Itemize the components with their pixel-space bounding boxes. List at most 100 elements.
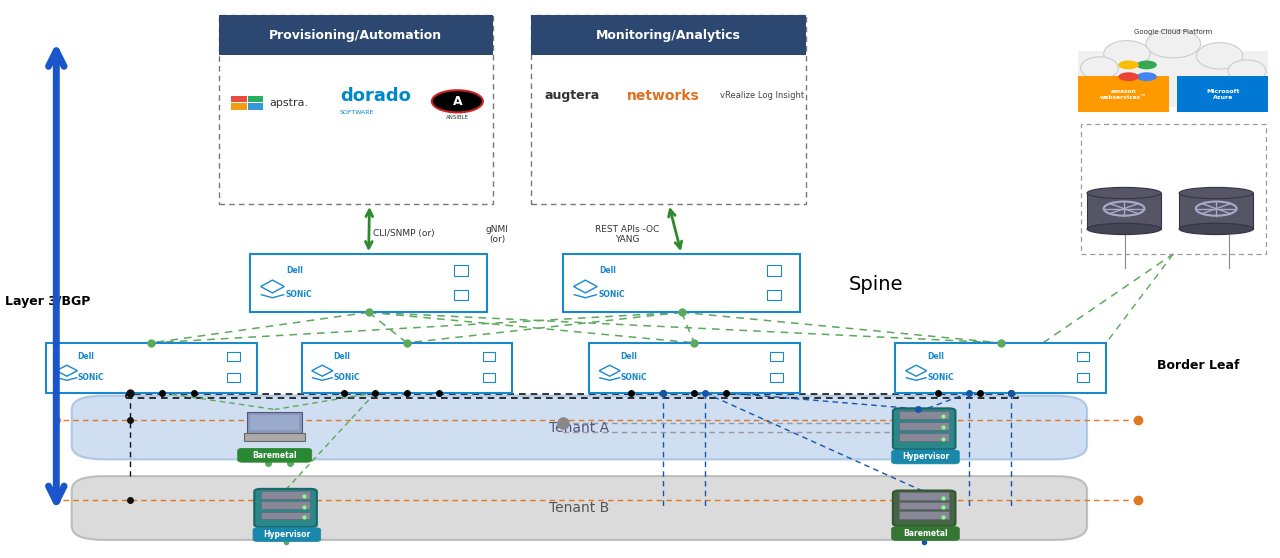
Bar	[248, 103, 264, 110]
Bar	[261, 491, 311, 499]
Bar	[127, 394, 1018, 398]
Bar	[250, 415, 300, 430]
Bar	[261, 512, 311, 519]
Ellipse shape	[1080, 57, 1119, 79]
Text: augtera: augtera	[544, 89, 599, 102]
Text: Dell: Dell	[333, 352, 349, 362]
Text: Provisioning/Automation: Provisioning/Automation	[269, 29, 443, 42]
Circle shape	[1119, 73, 1139, 81]
Circle shape	[1119, 60, 1139, 69]
Bar	[767, 290, 781, 300]
Text: dorado: dorado	[340, 87, 411, 105]
Bar	[531, 15, 806, 204]
FancyBboxPatch shape	[72, 396, 1087, 459]
Bar	[900, 492, 948, 499]
Bar	[232, 103, 247, 110]
FancyBboxPatch shape	[253, 528, 321, 542]
Text: Tenant B: Tenant B	[549, 501, 609, 515]
Bar	[1076, 352, 1089, 362]
FancyBboxPatch shape	[892, 450, 959, 464]
Text: SONiC: SONiC	[927, 373, 954, 382]
Bar	[589, 343, 800, 393]
Circle shape	[1137, 73, 1157, 81]
FancyBboxPatch shape	[72, 476, 1087, 540]
Text: Baremetal: Baremetal	[904, 529, 947, 538]
Bar	[1080, 123, 1266, 254]
Bar	[1087, 193, 1161, 229]
Text: Microsoft
Azure: Microsoft Azure	[1206, 89, 1239, 99]
Bar	[1078, 76, 1169, 112]
Text: ANSIBLE: ANSIBLE	[445, 116, 468, 121]
Bar	[46, 343, 257, 393]
Circle shape	[1137, 60, 1157, 69]
Text: SONiC: SONiC	[285, 290, 312, 299]
Bar	[900, 422, 948, 430]
Text: Dell: Dell	[285, 266, 303, 275]
Text: Google Cloud Platform: Google Cloud Platform	[1134, 29, 1212, 35]
Text: Monitoring/Analytics: Monitoring/Analytics	[596, 29, 741, 42]
Bar	[563, 254, 800, 312]
Bar	[247, 412, 302, 433]
Text: apstra.: apstra.	[270, 98, 308, 108]
Bar	[453, 290, 467, 300]
Text: REST APIs -OC
YANG: REST APIs -OC YANG	[595, 225, 659, 244]
Bar	[531, 15, 806, 55]
FancyBboxPatch shape	[238, 448, 312, 462]
Text: Tenant A: Tenant A	[549, 421, 609, 435]
Text: gNMI
(or): gNMI (or)	[485, 225, 508, 244]
Bar	[261, 501, 311, 509]
Text: Dell: Dell	[927, 352, 943, 362]
Ellipse shape	[1087, 187, 1161, 199]
Text: SOFTWARE: SOFTWARE	[340, 110, 374, 115]
FancyBboxPatch shape	[255, 489, 317, 527]
Bar	[232, 95, 247, 102]
FancyBboxPatch shape	[892, 527, 959, 541]
Bar	[483, 373, 495, 382]
FancyBboxPatch shape	[893, 490, 955, 526]
Bar	[896, 343, 1106, 393]
Circle shape	[431, 90, 483, 112]
Bar	[767, 265, 781, 276]
Text: Baremetal: Baremetal	[252, 451, 297, 460]
Bar	[251, 254, 486, 312]
Bar	[219, 15, 493, 204]
Ellipse shape	[1087, 223, 1161, 234]
Text: SONiC: SONiC	[621, 373, 648, 382]
Ellipse shape	[1228, 60, 1266, 82]
Ellipse shape	[1179, 223, 1253, 234]
Text: CLI/SNMP (or): CLI/SNMP (or)	[372, 229, 434, 238]
Bar	[453, 265, 467, 276]
Bar	[219, 15, 493, 55]
Bar	[1079, 51, 1268, 107]
Text: vRealize Log Insight: vRealize Log Insight	[721, 92, 805, 100]
Text: Hypervisor: Hypervisor	[264, 530, 311, 539]
Bar	[771, 352, 783, 362]
FancyBboxPatch shape	[893, 408, 955, 449]
Bar	[1178, 76, 1268, 112]
Bar	[900, 502, 948, 509]
Text: Layer 3/BGP: Layer 3/BGP	[5, 295, 91, 307]
Bar	[900, 511, 948, 518]
Text: SONiC: SONiC	[599, 290, 626, 299]
Bar	[228, 352, 239, 362]
Text: networks: networks	[627, 89, 700, 103]
Text: SONiC: SONiC	[333, 373, 360, 382]
Bar	[483, 352, 495, 362]
Text: Dell: Dell	[621, 352, 637, 362]
Ellipse shape	[1197, 42, 1243, 69]
Bar	[248, 95, 264, 102]
Bar	[302, 343, 512, 393]
Bar	[244, 432, 306, 441]
Text: Dell: Dell	[78, 352, 95, 362]
Text: Dell: Dell	[599, 266, 616, 275]
Bar	[900, 433, 948, 441]
Bar	[1076, 373, 1089, 382]
Bar	[228, 373, 239, 382]
Bar	[900, 411, 948, 419]
Text: amazon
webservices™: amazon webservices™	[1100, 89, 1147, 99]
Text: Spine: Spine	[849, 275, 904, 294]
Text: Border Leaf: Border Leaf	[1157, 359, 1240, 372]
Ellipse shape	[1179, 187, 1253, 199]
Text: SONiC: SONiC	[78, 373, 105, 382]
Text: Hypervisor: Hypervisor	[902, 453, 948, 461]
